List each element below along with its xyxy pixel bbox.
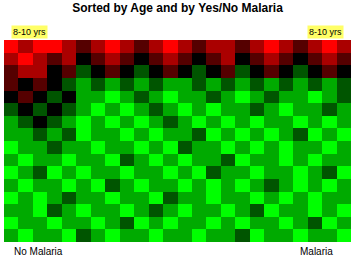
svg-text:No Malaria: No Malaria — [14, 246, 63, 257]
svg-text:8-10 yrs: 8-10 yrs — [13, 27, 46, 37]
svg-text:8-10 yrs: 8-10 yrs — [309, 27, 342, 37]
svg-text:Sorted by Age and by Yes/No Ma: Sorted by Age and by Yes/No Malaria — [72, 1, 283, 15]
svg-text:Malaria: Malaria — [300, 246, 333, 257]
